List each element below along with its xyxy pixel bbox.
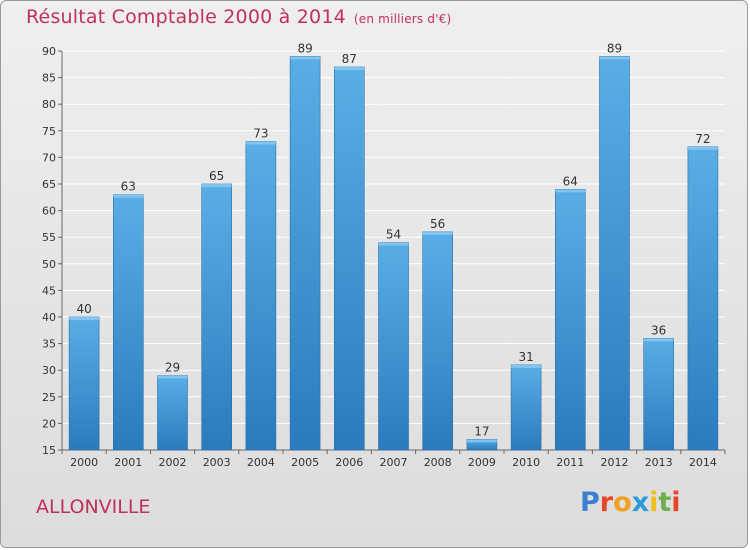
bar-highlight — [378, 242, 409, 246]
y-tick-label: 75 — [42, 125, 56, 138]
y-tick-label: 45 — [42, 284, 56, 297]
x-tick-label: 2013 — [645, 456, 673, 469]
x-tick-label: 2000 — [70, 456, 98, 469]
bar-highlight — [290, 56, 321, 60]
value-label: 29 — [165, 361, 180, 375]
bar-highlight — [245, 141, 276, 145]
value-label: 40 — [76, 302, 91, 316]
bar — [510, 364, 542, 451]
bar-highlight — [201, 184, 232, 187]
value-label: 89 — [607, 41, 622, 55]
bar-highlight — [511, 364, 542, 368]
y-tick-label: 25 — [42, 391, 56, 404]
bar-highlight — [69, 317, 100, 320]
bar-highlight — [157, 375, 188, 379]
value-label: 65 — [209, 169, 224, 183]
value-label: 64 — [563, 174, 578, 188]
x-tick-label: 2003 — [203, 456, 231, 469]
x-tick-label: 2005 — [291, 456, 319, 469]
chart-title-text: Résultat Comptable 2000 à 2014 — [26, 6, 346, 28]
bar — [599, 56, 630, 451]
value-label: 31 — [518, 350, 533, 364]
y-tick-label: 85 — [42, 72, 56, 85]
bar-highlight — [466, 439, 497, 443]
logo-letter: x — [631, 487, 650, 518]
bar — [157, 375, 188, 451]
bar-highlight — [422, 231, 453, 235]
bar — [113, 194, 144, 451]
bar — [422, 231, 454, 451]
y-tick-label: 80 — [42, 98, 56, 111]
bar — [289, 56, 321, 451]
bar — [201, 183, 232, 451]
bar-highlight — [334, 66, 365, 70]
x-tick-label: 2004 — [247, 456, 275, 469]
x-tick-label: 2008 — [424, 456, 452, 469]
chart-title: Résultat Comptable 2000 à 2014 (en millie… — [26, 6, 451, 28]
x-tick-label: 2012 — [601, 456, 629, 469]
value-label: 73 — [253, 126, 268, 140]
y-tick-label: 55 — [42, 231, 56, 244]
x-tick-label: 2006 — [335, 456, 363, 469]
bar-highlight — [599, 56, 630, 60]
x-tick-label: 2009 — [468, 456, 496, 469]
logo-letter: i — [649, 487, 659, 518]
y-tick-label: 30 — [42, 364, 56, 377]
y-tick-label: 60 — [42, 205, 56, 218]
value-label: 89 — [297, 41, 312, 55]
y-tick-label: 35 — [42, 338, 56, 351]
logo-letter: i — [671, 487, 681, 518]
bar-highlight — [643, 338, 674, 342]
x-tick-label: 2007 — [380, 456, 408, 469]
labels: 15 20 25 30 35 40 45 50 55 60 65 70 75 80 85 90 40 2000 63… — [42, 41, 717, 469]
x-tick-label: 2011 — [556, 456, 584, 469]
x-tick-label: 2010 — [512, 456, 540, 469]
logo-letter: t — [658, 487, 672, 518]
logo-letter: P — [580, 487, 600, 518]
logo-letter: o — [613, 487, 632, 518]
chart-unit-label: (en milliers d'€) — [353, 12, 452, 26]
y-tick-label: 90 — [42, 45, 56, 58]
value-label: 56 — [430, 217, 445, 231]
proxiti-logo: Proxiti — [580, 487, 681, 518]
x-tick-label: 2002 — [159, 456, 187, 469]
x-tick-label: 2001 — [114, 456, 142, 469]
value-label: 36 — [651, 323, 666, 337]
value-label: 54 — [386, 228, 401, 242]
value-label: 17 — [474, 424, 489, 438]
y-tick-label: 15 — [42, 444, 56, 457]
value-label: 63 — [121, 180, 136, 194]
bar — [245, 141, 277, 451]
bar-highlight — [687, 146, 718, 150]
y-tick-label: 20 — [42, 417, 56, 430]
bar — [378, 242, 409, 451]
x-tick-label: 2014 — [689, 456, 717, 469]
bar — [554, 189, 586, 451]
bar — [643, 337, 675, 451]
value-label: 87 — [342, 52, 357, 66]
value-label: 72 — [695, 132, 710, 146]
bar — [68, 316, 100, 451]
bar — [333, 66, 365, 451]
bar — [687, 146, 719, 451]
bar-highlight — [555, 189, 586, 193]
y-tick-label: 65 — [42, 178, 56, 191]
bars — [68, 56, 719, 451]
bar-highlight — [113, 194, 144, 198]
y-tick-label: 40 — [42, 311, 56, 324]
town-name: ALLONVILLE — [36, 496, 151, 518]
logo-letter: r — [599, 487, 614, 518]
y-tick-label: 50 — [42, 258, 56, 271]
y-tick-label: 70 — [42, 151, 56, 164]
